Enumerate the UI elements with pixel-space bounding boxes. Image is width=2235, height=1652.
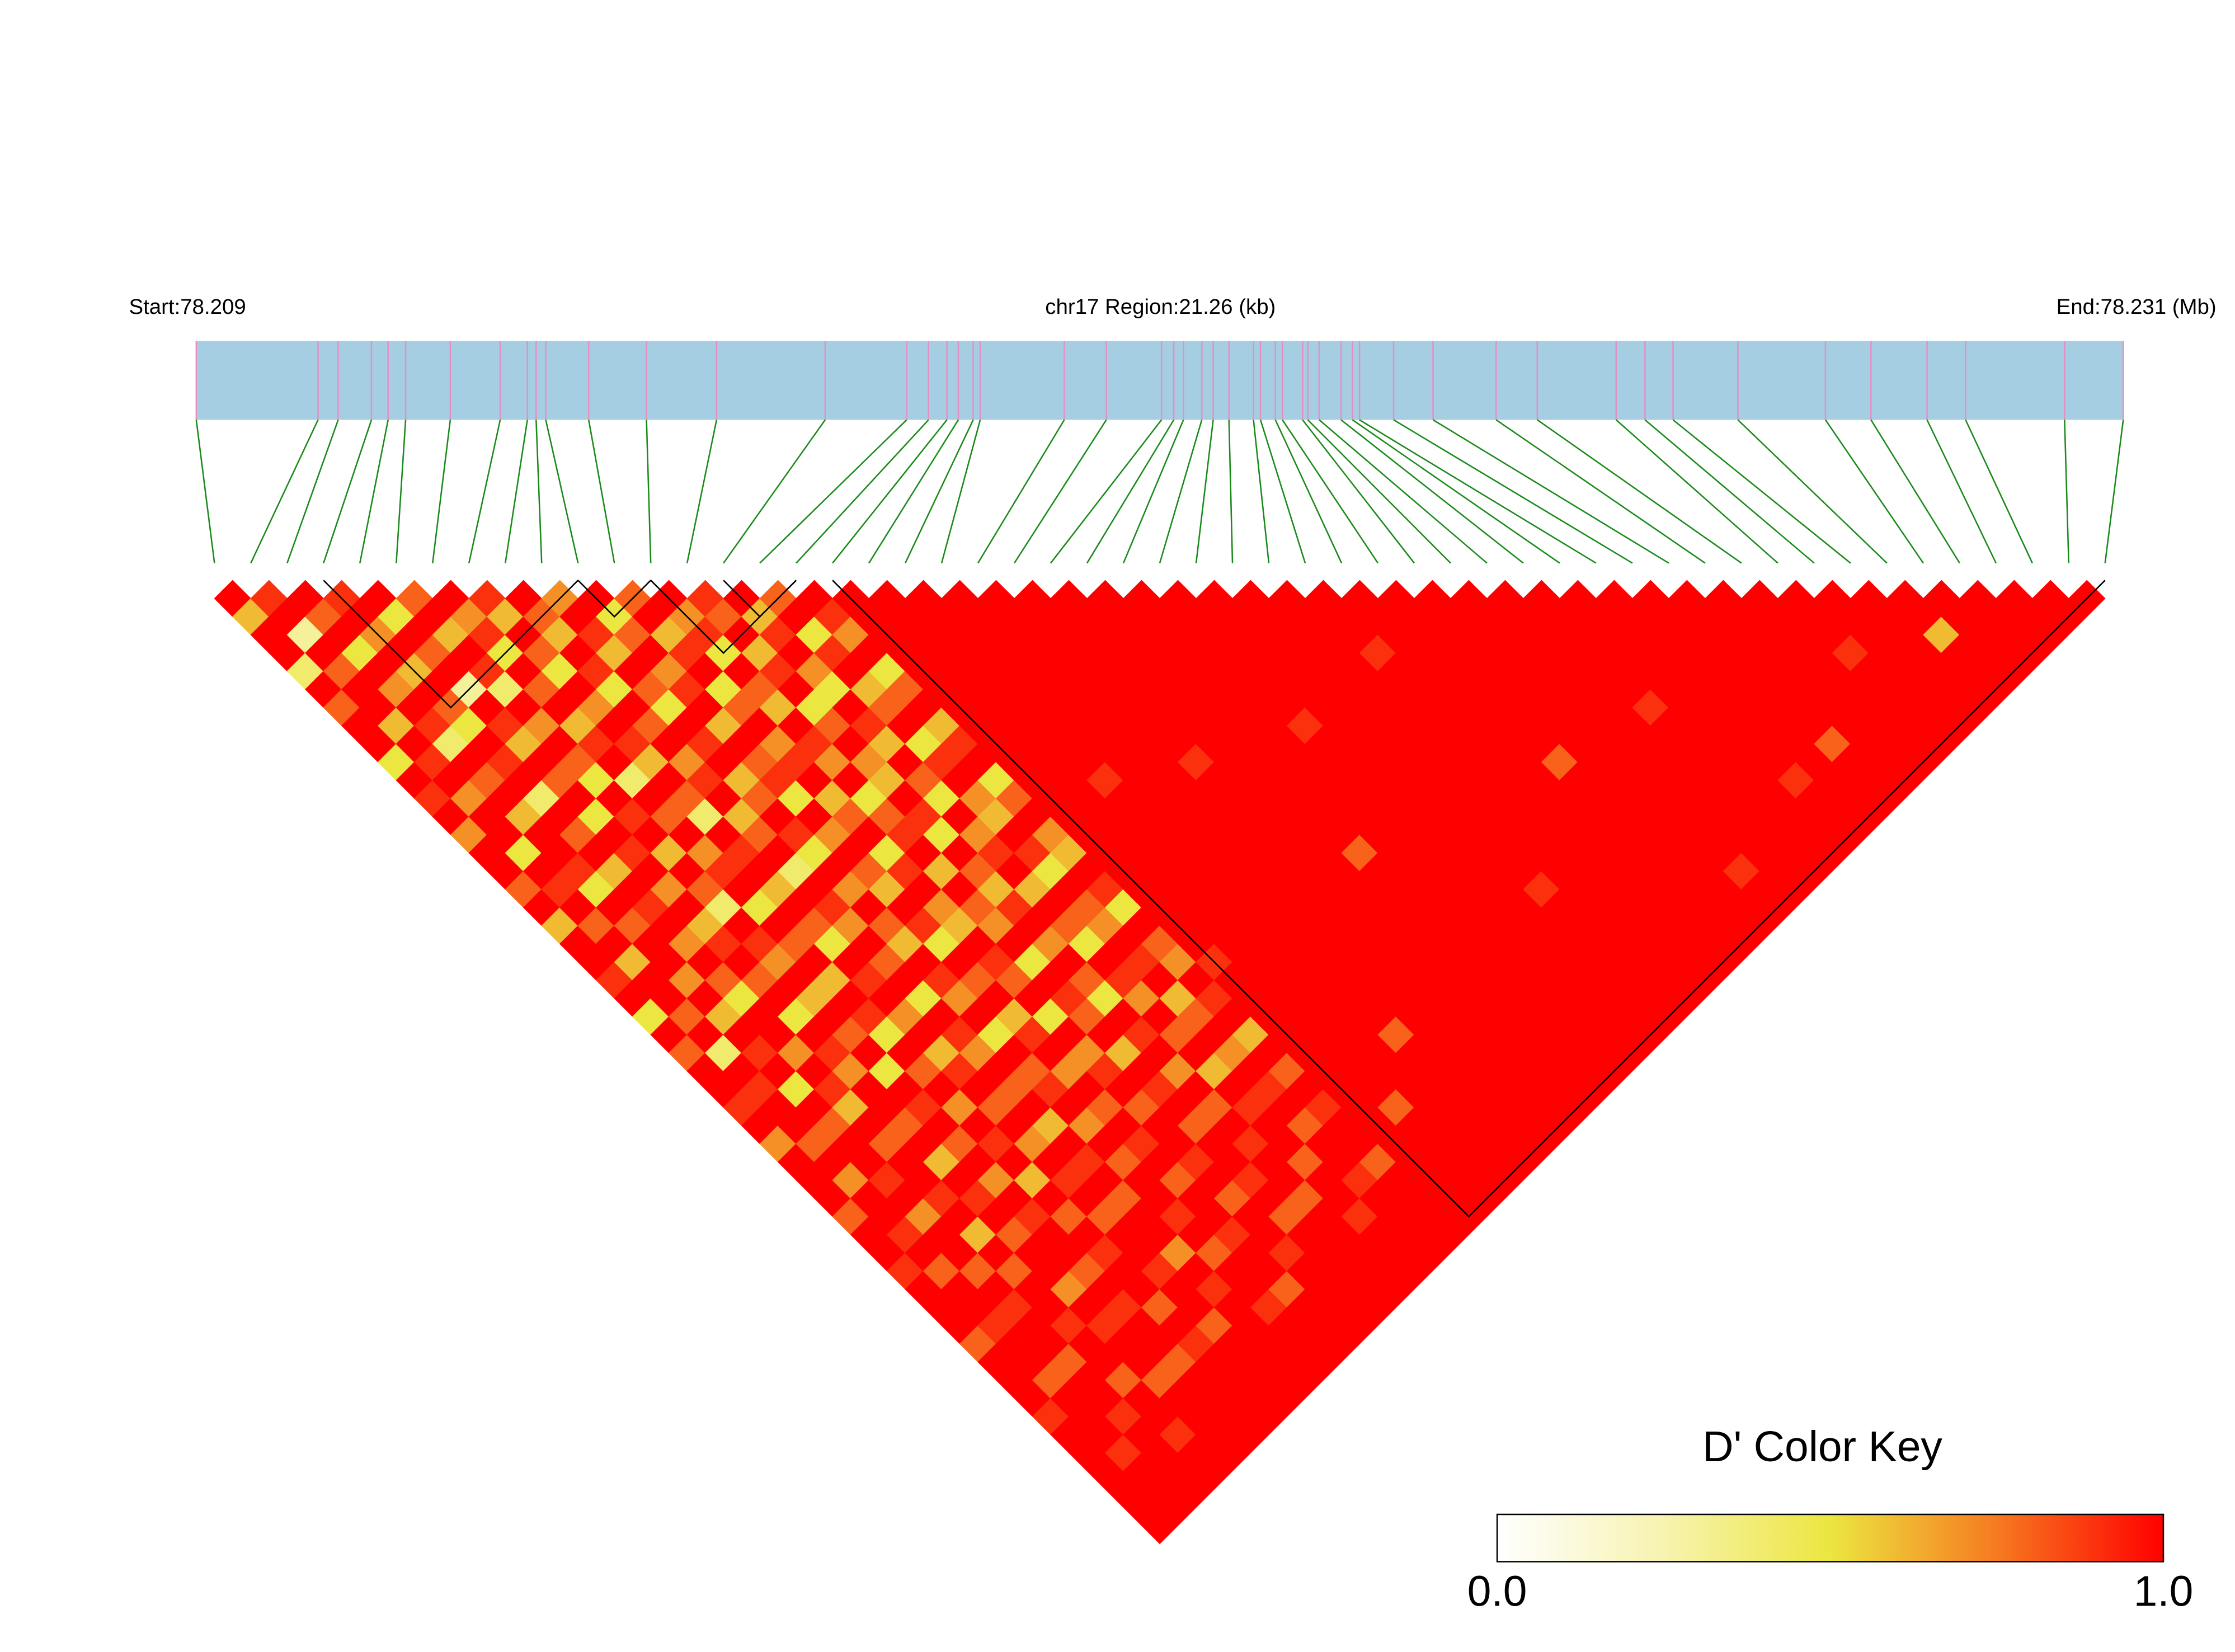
snp-connector — [1359, 419, 1597, 564]
snp-connector — [1644, 419, 1815, 564]
snp-connector — [250, 419, 319, 564]
snp-connector — [1122, 419, 1184, 564]
snp-connector — [1259, 420, 1306, 563]
snp-connector — [796, 419, 929, 564]
snp-connector — [1307, 419, 1451, 564]
snp-connector — [431, 420, 451, 563]
snp-connector — [1393, 419, 1633, 564]
ld-cells — [214, 580, 2106, 1545]
snp-connector — [195, 420, 215, 563]
snp-connector — [323, 420, 373, 563]
snp-connector — [832, 419, 948, 564]
snp-connector — [587, 420, 615, 563]
snp-connector — [1195, 420, 1214, 563]
snp-connector — [1159, 420, 1203, 563]
ld-block — [723, 580, 797, 618]
snp-connector — [1014, 419, 1107, 564]
snp-connector — [359, 420, 389, 563]
snp-connector — [1319, 419, 1488, 564]
snp-connector — [1824, 419, 1924, 564]
snp-connector — [723, 419, 826, 564]
snp-connector — [1352, 419, 1560, 564]
snp-connector — [396, 420, 407, 563]
snp-connector — [535, 420, 543, 563]
snp-connector — [468, 420, 501, 563]
snp-connector — [940, 420, 981, 563]
color-key-tick-label: 1.0 — [2134, 1568, 2194, 1616]
start-label: Start:78.209 — [129, 295, 246, 319]
ld-block — [323, 580, 579, 709]
snp-connector — [868, 419, 959, 564]
color-key-tick-label: 0.0 — [1467, 1568, 1527, 1616]
region-bar — [196, 341, 2124, 420]
snp-connector — [2064, 420, 2070, 563]
ld-block — [832, 580, 2106, 1218]
snp-connector — [1253, 420, 1270, 563]
end-label: End:78.231 (Mb) — [2057, 295, 2217, 319]
snp-connector — [1965, 419, 2033, 564]
snp-connector — [1228, 420, 1234, 563]
snp-connector — [545, 420, 579, 563]
snp-connector — [2104, 420, 2124, 563]
snp-connector — [686, 420, 718, 563]
snp-connector — [504, 420, 528, 563]
snp-connector — [646, 420, 652, 563]
snp-connector — [1086, 419, 1175, 564]
snp-connector — [1615, 419, 1778, 564]
snp-connector — [1926, 419, 1997, 564]
snp-connector — [1672, 419, 1851, 564]
snp-connector — [1340, 419, 1524, 564]
region-label: chr17 Region:21.26 (kb) — [1045, 295, 1276, 319]
ld-block — [577, 580, 652, 618]
snp-connector — [1050, 419, 1163, 564]
color-key — [1496, 1513, 2165, 1562]
snp-connector — [1737, 419, 1888, 564]
snp-connector — [1282, 419, 1379, 564]
snp-connector — [286, 420, 339, 564]
snp-connector — [1274, 419, 1343, 564]
snp-connector — [1870, 419, 1960, 564]
snp-connector — [1495, 419, 1706, 564]
snp-connector — [1537, 419, 1742, 564]
snp-connector — [759, 419, 907, 564]
snp-connector — [904, 419, 974, 564]
snp-connector — [1432, 419, 1669, 564]
snp-connector — [1302, 419, 1415, 564]
color-key-title: D' Color Key — [1702, 1423, 1942, 1471]
snp-connector — [977, 419, 1065, 564]
